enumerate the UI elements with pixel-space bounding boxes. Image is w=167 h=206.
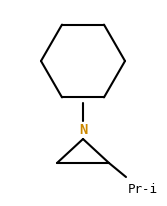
Text: Pr-i: Pr-i <box>128 182 158 195</box>
Text: N: N <box>79 122 87 136</box>
